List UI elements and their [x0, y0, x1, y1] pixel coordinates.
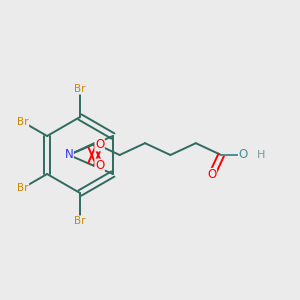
- Text: Br: Br: [17, 117, 28, 127]
- Text: O: O: [95, 159, 104, 172]
- Text: O: O: [207, 168, 217, 182]
- Text: Br: Br: [17, 183, 28, 193]
- Text: O: O: [238, 148, 248, 161]
- Text: H: H: [257, 150, 266, 160]
- Text: O: O: [95, 138, 104, 151]
- Text: Br: Br: [74, 84, 86, 94]
- Text: N: N: [64, 148, 73, 161]
- Text: Br: Br: [74, 216, 86, 226]
